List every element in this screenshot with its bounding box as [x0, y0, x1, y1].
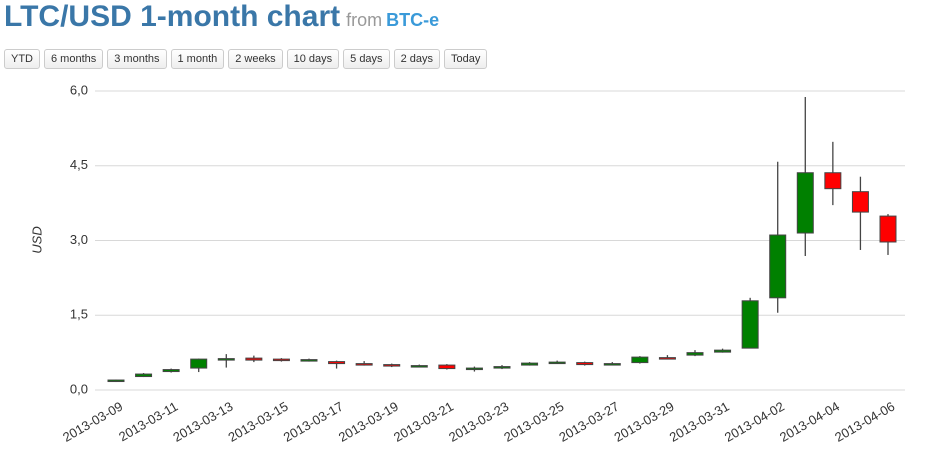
x-tick-label: 2013-03-29 [612, 399, 677, 445]
candle-body [190, 358, 208, 369]
x-tick-label: 2013-03-19 [336, 399, 401, 445]
candle-body [769, 234, 787, 299]
range-button[interactable]: 10 days [286, 49, 340, 69]
candle-body [686, 352, 704, 356]
range-button[interactable]: 1 month [170, 49, 225, 69]
x-tick-label: 2013-03-11 [116, 399, 180, 445]
range-button[interactable]: 2 days [393, 49, 440, 69]
candle-body [107, 379, 125, 383]
x-tick-label: 2013-03-23 [446, 399, 511, 445]
candle-body [631, 356, 649, 364]
y-axis-label: USD [29, 226, 44, 253]
chart-title: LTC/USD 1-month chart [4, 0, 341, 33]
candle-body [548, 361, 566, 365]
candle-body [217, 358, 235, 361]
range-button[interactable]: 6 months [44, 49, 104, 69]
candle-body [438, 364, 456, 370]
x-tick-label: 2013-04-04 [777, 399, 842, 445]
candle-body [714, 349, 732, 353]
x-tick-label: 2013-03-13 [170, 399, 235, 445]
range-button[interactable]: 2 weeks [228, 49, 283, 69]
candle-body [824, 172, 842, 190]
x-tick-label: 2013-03-09 [60, 399, 125, 445]
candle-body [272, 358, 290, 362]
source-prefix: from [346, 10, 383, 30]
y-tick-label: 1,5 [70, 307, 88, 322]
y-tick-label: 6,0 [70, 82, 88, 97]
candle-body [300, 359, 318, 362]
source-link[interactable]: BTC-e [386, 10, 440, 30]
candle-body [328, 361, 346, 365]
x-tick-label: 2013-03-31 [667, 399, 732, 445]
y-tick-label: 4,5 [70, 157, 88, 172]
range-button[interactable]: 3 months [107, 49, 167, 69]
candle-body [603, 363, 621, 366]
candle-body [493, 366, 511, 369]
x-tick-label: 2013-03-27 [556, 399, 621, 445]
range-button[interactable]: Today [443, 49, 488, 69]
candle-body [576, 362, 594, 366]
candle-body [741, 300, 759, 349]
candle-body [383, 364, 401, 367]
range-buttons: YTD 6 months 3 months 1 month 2 weeks 10 days… [4, 49, 488, 69]
candle-body [851, 191, 869, 213]
candle-body [521, 362, 539, 366]
candle-body [162, 369, 180, 373]
candle-body [245, 357, 263, 361]
candle-body [135, 373, 153, 378]
header: LTC/USD 1-month chart from BTC-e [4, 0, 439, 34]
x-tick-label: 2013-04-02 [722, 399, 787, 445]
x-tick-label: 2013-03-21 [391, 399, 456, 445]
candle-body [465, 367, 483, 371]
candle-body [879, 215, 897, 243]
candle-body [410, 365, 428, 368]
y-tick-label: 0,0 [70, 381, 88, 396]
range-button[interactable]: 5 days [343, 49, 390, 69]
range-button[interactable]: YTD [4, 49, 40, 69]
x-tick-label: 2013-03-17 [281, 399, 346, 445]
candle-body [658, 357, 676, 360]
y-tick-label: 3,0 [70, 232, 88, 247]
x-tick-label: 2013-03-25 [501, 399, 566, 445]
candle-body [355, 363, 373, 366]
x-tick-label: 2013-04-06 [832, 399, 897, 445]
candle-body [796, 172, 814, 234]
x-tick-label: 2013-03-15 [226, 399, 291, 445]
